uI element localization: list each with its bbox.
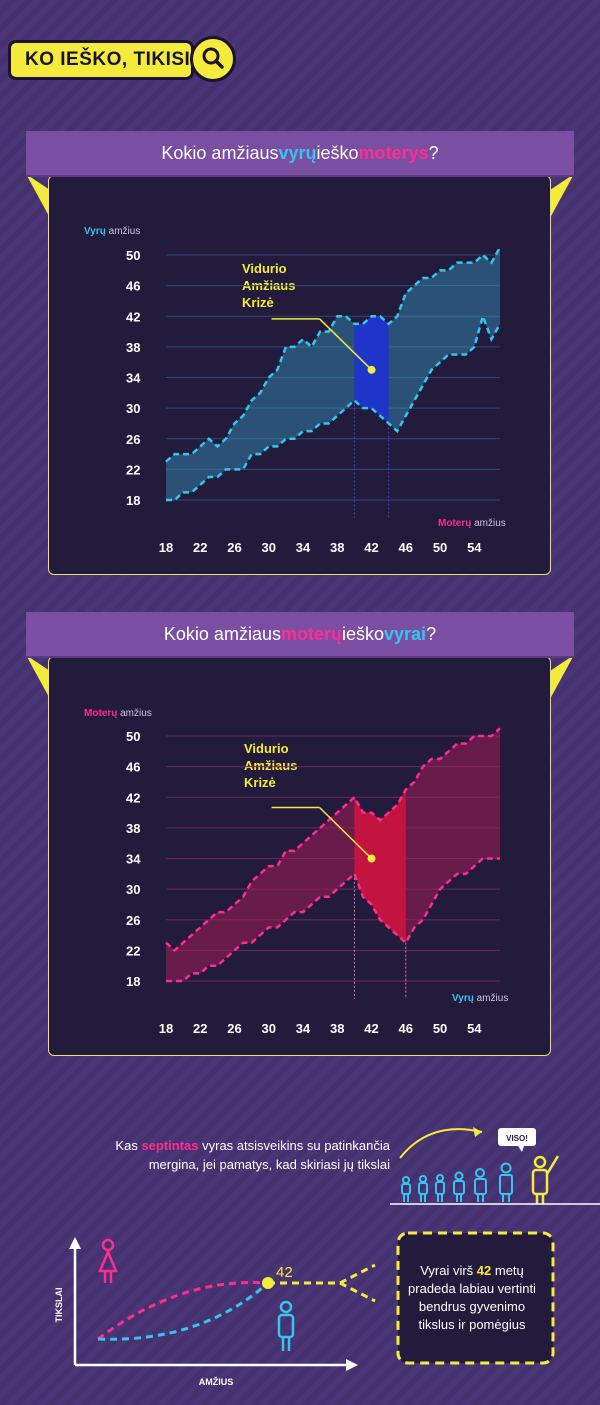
banner-text: ieško bbox=[316, 142, 359, 163]
man-icon bbox=[277, 1300, 295, 1351]
y-tick-label: 22 bbox=[126, 943, 140, 958]
connector bbox=[268, 1263, 376, 1303]
x-tick-label: 38 bbox=[330, 540, 344, 555]
y-tick-label: 18 bbox=[126, 974, 140, 989]
annotation-dot bbox=[367, 365, 376, 374]
x-tick-label: 42 bbox=[364, 540, 378, 555]
y-tick-label: 26 bbox=[126, 432, 140, 447]
x-tick-label: 22 bbox=[193, 1021, 207, 1036]
x-tick-label: 30 bbox=[262, 1021, 276, 1036]
y-tick-label: 30 bbox=[126, 882, 140, 897]
chart2-annotation: Vidurio Amžiaus Krizė bbox=[244, 741, 298, 790]
banner-fold-right bbox=[550, 655, 574, 699]
banner-fold-right bbox=[550, 174, 574, 218]
chart2-xlabel: Vyrų amžius bbox=[452, 993, 509, 1004]
y-tick-label: 38 bbox=[126, 821, 140, 836]
x-tick-label: 42 bbox=[364, 1021, 378, 1036]
x-tick-label: 50 bbox=[433, 540, 447, 555]
chart1-panel bbox=[48, 175, 551, 575]
graph-ylabel: TIKSLAI bbox=[54, 1288, 64, 1323]
series-line-upper bbox=[165, 246, 502, 463]
section-title: KO IEŠKO, TIKISI bbox=[25, 49, 191, 70]
banner-fold-left bbox=[26, 174, 50, 218]
annotation-leader bbox=[319, 318, 373, 371]
banner-text: ? bbox=[426, 623, 437, 644]
search-button[interactable] bbox=[190, 36, 236, 82]
y-tick-label: 26 bbox=[126, 913, 140, 928]
x-tick-label: 38 bbox=[330, 1021, 344, 1036]
banner-highlight: moterys bbox=[358, 142, 429, 163]
y-tick-label: 22 bbox=[126, 462, 140, 477]
speech-text: VISO! bbox=[506, 1134, 528, 1143]
y-tick-label: 42 bbox=[126, 309, 140, 324]
insight-text: Vyrai virš 42 metų pradeda labiau vertin… bbox=[408, 1263, 536, 1332]
annotation-dot bbox=[367, 854, 376, 863]
x-tick-label: 26 bbox=[227, 1021, 241, 1036]
series-line-lower bbox=[166, 312, 502, 502]
speech-bubble bbox=[498, 1128, 536, 1146]
series-line-upper bbox=[165, 727, 501, 953]
graph-xlabel: AMŽIUS bbox=[199, 1376, 234, 1387]
x-tick-label: 46 bbox=[399, 540, 413, 555]
chart1-banner: Kokio amžiaus vyrų ieško moterys? bbox=[26, 131, 574, 177]
x-tick-label: 18 bbox=[159, 1021, 173, 1036]
graph-value: 42 bbox=[276, 1264, 293, 1281]
chart1-plot: 18 22 26 30 34 38 42 46 50 18 22 26 30 34 38 42 46 50 54 bbox=[126, 246, 502, 555]
woman-icon bbox=[98, 1238, 118, 1283]
goals-age-graph: TIKSLAI AMŽIUS 42 bbox=[54, 1231, 555, 1387]
annotation-leader bbox=[319, 806, 373, 860]
chart2-plot: 18 22 26 30 34 38 42 46 50 18 22 26 30 34 38 42 46 50 54 bbox=[126, 727, 501, 1036]
range-area bbox=[166, 247, 500, 500]
x-tick-label: 34 bbox=[296, 540, 311, 555]
y-tick-label: 34 bbox=[126, 371, 141, 386]
x-tick-label: 34 bbox=[296, 1021, 311, 1036]
banner-text: ieško bbox=[341, 623, 385, 644]
banner-fold-left bbox=[26, 655, 50, 699]
chart1-ylabel: Vyrų amžius bbox=[84, 226, 141, 237]
banner-highlight: vyrai bbox=[384, 623, 427, 644]
chart2-ylabel: Moterų amžius bbox=[84, 708, 152, 719]
banner-highlight: moterų bbox=[280, 623, 342, 644]
crisis-highlight bbox=[354, 789, 406, 943]
x-tick-label: 26 bbox=[227, 540, 241, 555]
x-tick-label: 46 bbox=[399, 1021, 413, 1036]
y-tick-label: 50 bbox=[126, 729, 140, 744]
banner-highlight: vyrų bbox=[278, 142, 317, 163]
search-icon bbox=[202, 47, 224, 69]
y-tick-label: 46 bbox=[126, 279, 140, 294]
x-tick-label: 18 bbox=[159, 540, 173, 555]
series-line-lower bbox=[166, 857, 500, 983]
x-tick-label: 22 bbox=[193, 540, 207, 555]
x-tick-label: 30 bbox=[262, 540, 276, 555]
range-area bbox=[166, 728, 500, 981]
y-tick-label: 30 bbox=[126, 401, 140, 416]
chart2-banner: Kokio amžiaus moterų ieško vyrai? bbox=[26, 612, 574, 658]
y-tick-label: 50 bbox=[126, 248, 140, 263]
men-goals-curve bbox=[97, 1281, 269, 1341]
women-goals-curve bbox=[97, 1280, 269, 1341]
y-tick-label: 38 bbox=[126, 340, 140, 355]
banner-text: Kokio amžiaus bbox=[161, 142, 279, 163]
intersection-point bbox=[262, 1277, 274, 1289]
x-tick-label: 54 bbox=[467, 1021, 482, 1036]
chart1-xlabel: Moterų amžius bbox=[438, 518, 506, 529]
banner-text: ? bbox=[428, 142, 439, 163]
banner-text: Kokio amžiaus bbox=[163, 623, 281, 644]
x-tick-label: 54 bbox=[467, 540, 482, 555]
y-tick-label: 42 bbox=[126, 790, 140, 805]
men-lineup-illustration: VISO! bbox=[390, 1127, 600, 1205]
breakup-note: Kas septintas vyras atsisveikins su pati… bbox=[115, 1138, 390, 1172]
insight-box bbox=[396, 1231, 555, 1365]
y-tick-label: 18 bbox=[126, 493, 140, 508]
y-tick-label: 34 bbox=[126, 852, 141, 867]
y-tick-label: 46 bbox=[126, 760, 140, 775]
section-badge: KO IEŠKO, TIKISI bbox=[8, 40, 194, 80]
x-tick-label: 50 bbox=[433, 1021, 447, 1036]
